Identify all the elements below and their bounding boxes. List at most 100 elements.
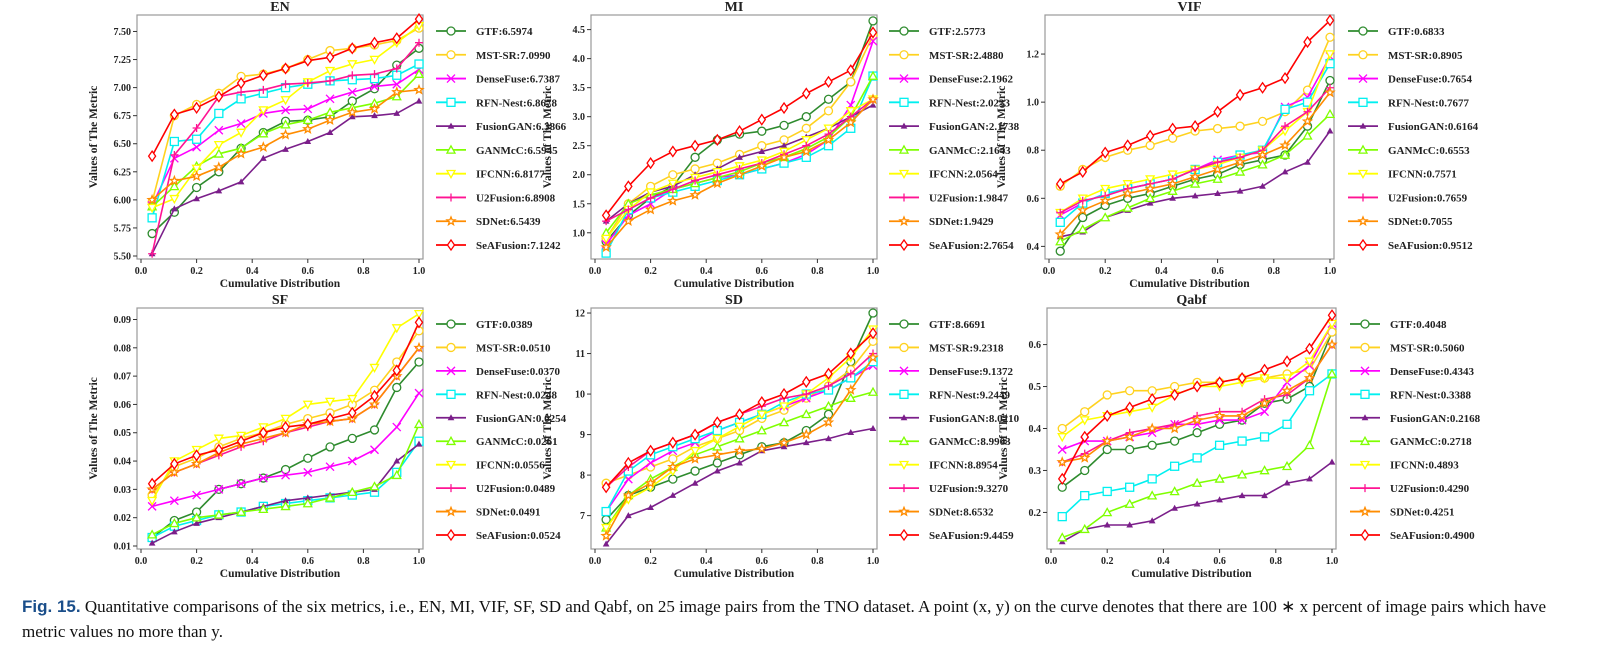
legend-label: GANMcC:6.5945 — [476, 145, 558, 157]
data-point — [1145, 129, 1155, 142]
data-point — [1166, 177, 1179, 189]
y-tick-label: 7.00 — [114, 83, 132, 94]
x-tick-label: 1.0 — [867, 556, 880, 567]
data-point — [258, 503, 269, 514]
legend-marker — [446, 238, 456, 252]
legend-entry: SeAFusion:2.7654 — [889, 238, 1014, 252]
data-point — [1080, 465, 1090, 476]
legend-entry: IFCNN:0.0556 — [436, 460, 545, 472]
legend-entry: DenseFuse:6.7387 — [436, 74, 561, 86]
data-point — [192, 490, 202, 500]
legend-label: SDNet:1.9429 — [929, 216, 994, 228]
data-point — [778, 151, 790, 163]
data-point — [824, 367, 833, 380]
legend-label: DenseFuse:0.7654 — [1388, 74, 1473, 86]
legend-marker — [1359, 193, 1367, 202]
data-point — [1102, 409, 1112, 423]
data-point — [1080, 430, 1090, 444]
legend-label: RFN-Nest:0.3388 — [1390, 389, 1471, 401]
data-point — [822, 133, 835, 145]
legend-label: SeAFusion:9.4459 — [929, 530, 1014, 542]
legend-entry: SeAFusion:0.0524 — [436, 528, 561, 542]
legend-marker — [1357, 144, 1369, 154]
data-point — [778, 417, 790, 427]
data-point — [193, 195, 200, 202]
data-point — [169, 181, 180, 191]
x-tick-label: 0.6 — [756, 556, 769, 567]
y-tick-label: 0.08 — [114, 343, 132, 354]
legend-label: RFN-Nest:2.0233 — [929, 97, 1010, 109]
data-point — [214, 443, 224, 456]
x-tick-label: 0.0 — [589, 266, 602, 277]
data-point — [1281, 384, 1293, 396]
data-point — [1077, 224, 1088, 234]
legend-entry: FusionGAN:2.1738 — [889, 121, 1020, 133]
data-point — [237, 178, 245, 185]
data-point — [1124, 498, 1135, 508]
data-point — [711, 177, 724, 189]
series-rfn-nest — [1055, 59, 1335, 227]
legend-entry: GANMcC:0.6553 — [1348, 144, 1470, 157]
data-point — [346, 106, 358, 118]
data-point — [845, 116, 857, 128]
legend-entry: RFN-Nest:0.7677 — [1348, 97, 1469, 109]
data-point — [668, 145, 678, 158]
data-point — [168, 174, 181, 186]
legend-label: GANMcC:2.1643 — [929, 145, 1011, 157]
data-point — [690, 466, 700, 476]
x-tick-label: 0.8 — [357, 556, 370, 567]
series-sdnet — [600, 351, 879, 541]
legend-label: U2Fusion:6.8908 — [476, 192, 556, 204]
legend-label: FusionGAN:0.2168 — [1390, 413, 1481, 425]
series-ifcnn — [147, 22, 425, 214]
legend-label: GANMcC:0.0261 — [476, 436, 558, 448]
y-tick-label: 6.25 — [114, 167, 132, 178]
data-point — [1325, 75, 1335, 86]
data-point — [734, 422, 745, 432]
legend-entry: U2Fusion:6.8908 — [436, 192, 556, 204]
data-point — [689, 446, 701, 457]
legend-marker — [1359, 435, 1371, 446]
x-tick-label: 0.6 — [756, 266, 769, 277]
data-point — [1211, 163, 1224, 175]
legend-entry: GTF:6.5974 — [436, 26, 533, 38]
series-seafusion — [147, 316, 424, 490]
data-point — [1056, 456, 1068, 467]
y-tick-label: 6.00 — [114, 195, 132, 206]
data-point — [778, 436, 790, 448]
legend-label: MST-SR:0.5060 — [1390, 342, 1465, 354]
legend-entry: IFCNN:0.4893 — [1350, 460, 1459, 472]
data-point — [758, 147, 766, 155]
chart-panel-sd: SD 0.0 0.2 0.4 0.6 0.8 1.0 7 8 9 10 11 12 Cumulative … — [542, 293, 1020, 580]
data-point — [258, 473, 268, 483]
legend-label: MST-SR:0.0510 — [476, 342, 551, 354]
data-point — [1328, 458, 1336, 465]
data-point — [757, 396, 767, 409]
x-tick-label: 0.4 — [246, 266, 259, 277]
data-point — [348, 71, 357, 80]
data-point — [1080, 490, 1090, 501]
series-line — [1061, 331, 1333, 488]
data-point — [801, 136, 812, 146]
legend-entry: RFN-Nest:0.0248 — [436, 389, 557, 401]
data-point — [646, 193, 655, 202]
x-tick-label: 0.2 — [1099, 266, 1112, 277]
data-point — [1169, 194, 1176, 201]
data-point — [601, 523, 612, 534]
data-point — [1078, 451, 1091, 463]
legend-entry: GANMcC:2.1643 — [889, 144, 1011, 157]
legend-entry: U2Fusion:0.4290 — [1350, 483, 1470, 495]
data-point — [347, 486, 358, 497]
data-point — [624, 180, 633, 193]
legend-marker — [899, 319, 909, 329]
data-point — [822, 416, 835, 428]
data-point — [235, 506, 247, 516]
data-point — [868, 308, 878, 318]
data-point — [625, 512, 632, 519]
data-point — [213, 434, 224, 444]
legend-label: GTF:6.5974 — [476, 26, 533, 38]
data-point — [845, 383, 857, 395]
x-tick-label: 0.4 — [1157, 556, 1170, 567]
data-point — [1281, 374, 1293, 384]
data-point — [280, 501, 291, 511]
